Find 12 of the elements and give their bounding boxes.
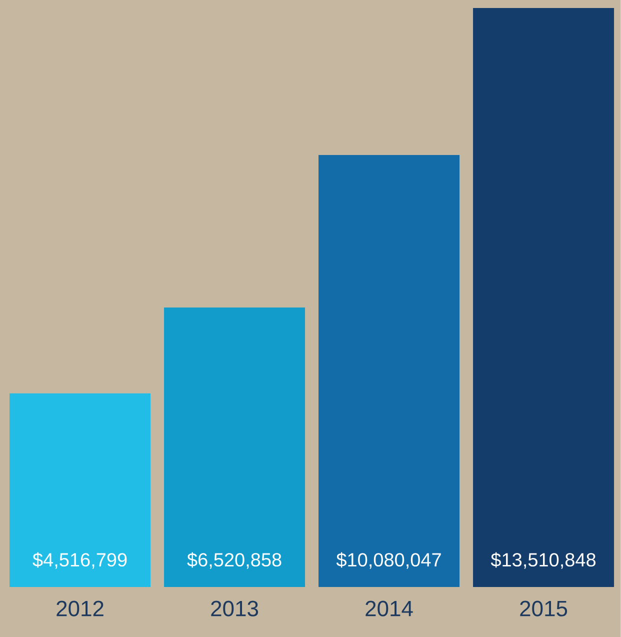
- bar: [318, 155, 460, 587]
- data-label: $4,516,799: [32, 552, 127, 569]
- data-label: $10,080,047: [336, 552, 441, 569]
- data-label: $6,520,858: [187, 552, 282, 569]
- x-tick-label: 2012: [56, 600, 104, 616]
- x-tick-label: 2013: [211, 600, 258, 616]
- x-tick-label: 2014: [366, 600, 413, 616]
- bar: [473, 8, 614, 587]
- bar: [164, 308, 306, 587]
- data-label: $13,510,848: [491, 552, 596, 569]
- x-tick-label: 2015: [520, 600, 568, 616]
- bar: [10, 393, 151, 587]
